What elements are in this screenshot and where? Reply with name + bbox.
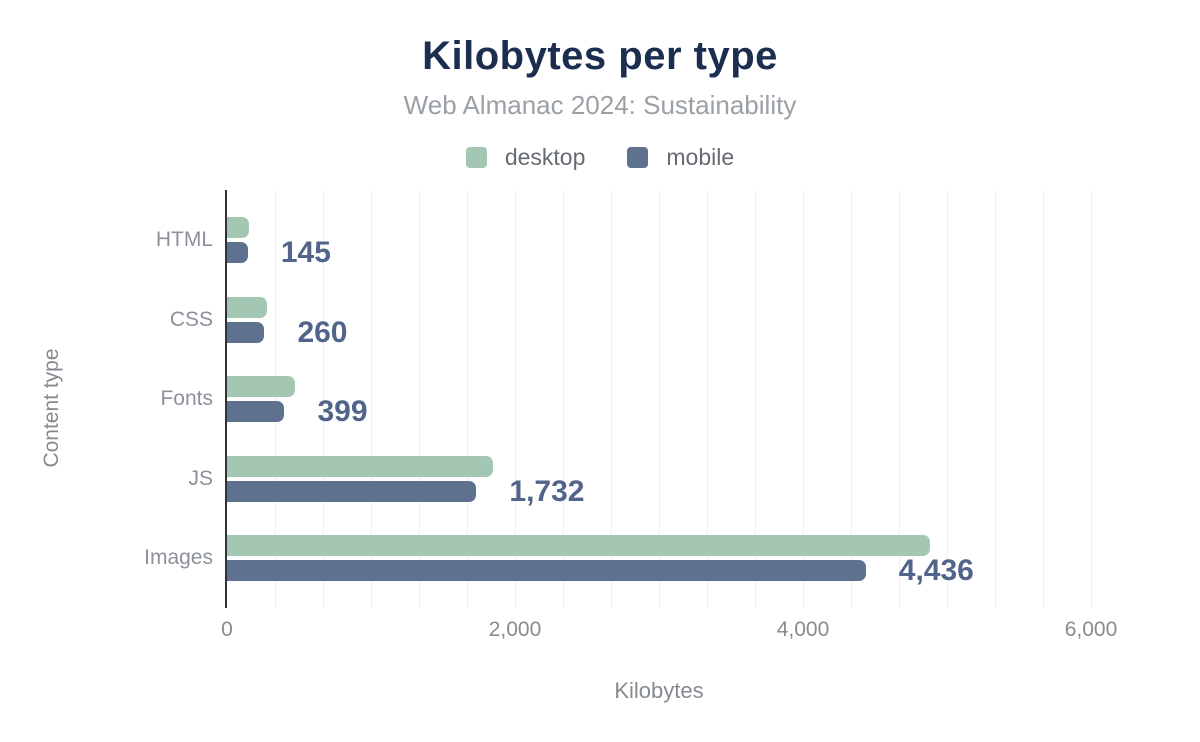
x-tick-label: 0 bbox=[221, 618, 233, 641]
legend-label-mobile: mobile bbox=[666, 144, 735, 170]
legend-label-desktop: desktop bbox=[504, 144, 586, 170]
value-label-js: 1,732 bbox=[509, 474, 585, 508]
legend: desktop mobile bbox=[0, 144, 1200, 171]
gridline bbox=[659, 190, 660, 608]
chart-subtitle: Web Almanac 2024: Sustainability bbox=[403, 90, 797, 120]
x-tick-label: 4,000 bbox=[776, 618, 830, 641]
value-label-fonts: 399 bbox=[317, 395, 368, 428]
value-label-images: 4,436 bbox=[898, 554, 974, 587]
bar-mobile-images bbox=[227, 560, 866, 581]
y-axis-title: Content type bbox=[40, 348, 63, 468]
gridline bbox=[371, 190, 372, 608]
gridline bbox=[899, 190, 900, 608]
category-label-images: Images bbox=[144, 546, 213, 569]
gridline bbox=[611, 190, 612, 608]
bar-mobile-js bbox=[227, 480, 477, 502]
gridline bbox=[1043, 190, 1044, 608]
bar-desktop-images bbox=[227, 535, 930, 556]
gridline bbox=[995, 190, 996, 608]
category-label-js: JS bbox=[188, 466, 213, 490]
gridline bbox=[563, 190, 564, 608]
bar-desktop-html bbox=[227, 217, 249, 238]
category-label-fonts: Fonts bbox=[160, 387, 213, 410]
gridline bbox=[323, 190, 324, 608]
gridline bbox=[467, 190, 468, 608]
gridline bbox=[515, 190, 516, 608]
desktop-swatch-icon bbox=[465, 147, 487, 168]
gridline bbox=[851, 190, 852, 608]
gridline bbox=[947, 190, 948, 608]
gridline bbox=[707, 190, 708, 608]
legend-item-mobile: mobile bbox=[627, 144, 734, 171]
chart-title: Kilobytes per type bbox=[422, 34, 778, 78]
value-label-css: 260 bbox=[297, 315, 348, 349]
x-tick-label: 6,000 bbox=[1064, 618, 1118, 641]
bar-mobile-fonts bbox=[227, 401, 285, 422]
category-label-css: CSS bbox=[169, 307, 213, 331]
gridline bbox=[803, 190, 804, 608]
gridline bbox=[419, 190, 420, 608]
value-label-html: 145 bbox=[280, 236, 331, 269]
y-axis-line bbox=[225, 190, 227, 608]
gridline bbox=[1091, 190, 1092, 608]
plot-area: HTML 145 CSS 260 Fonts 399 JS 1,732 Images 4,436 bbox=[144, 190, 1092, 608]
x-axis-title: Kilobytes bbox=[614, 678, 704, 703]
bar-desktop-css bbox=[227, 296, 267, 318]
bar-desktop-js bbox=[227, 455, 494, 477]
bar-mobile-css bbox=[227, 321, 265, 343]
gridline bbox=[755, 190, 756, 608]
bar-mobile-html bbox=[227, 242, 248, 263]
x-tick-label: 2,000 bbox=[488, 618, 542, 641]
gridline bbox=[275, 190, 276, 608]
x-axis-ticks: 0 2,000 4,000 6,000 bbox=[221, 618, 1117, 642]
category-label-html: HTML bbox=[155, 228, 213, 251]
bar-desktop-fonts bbox=[227, 376, 295, 397]
legend-item-desktop: desktop bbox=[465, 144, 586, 171]
mobile-swatch-icon bbox=[627, 147, 649, 168]
